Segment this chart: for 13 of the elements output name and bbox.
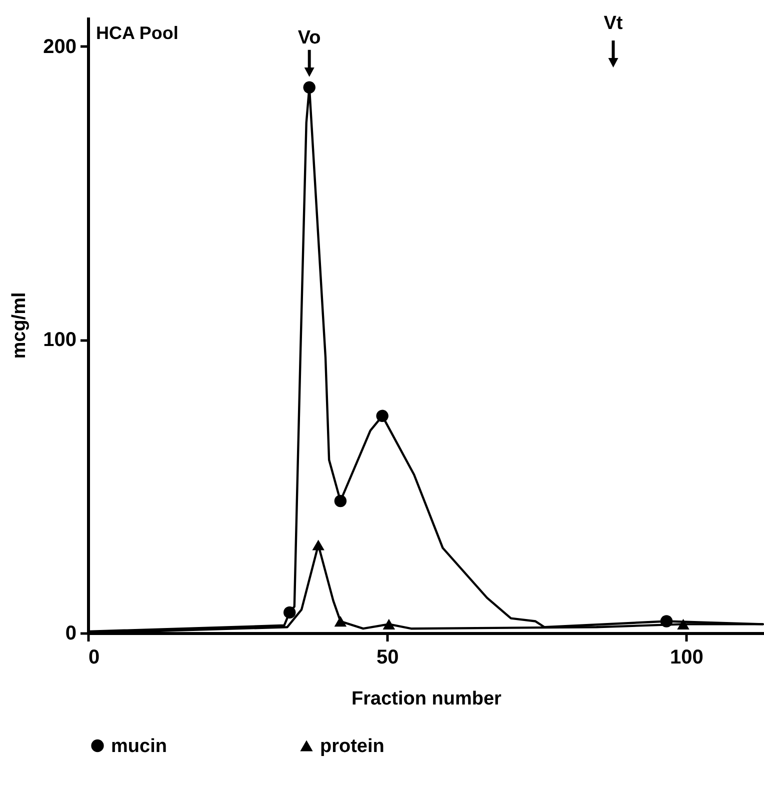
x-tick-label: 0 (88, 646, 100, 668)
x-tick-label: 100 (670, 646, 704, 668)
annotation: Vo (298, 27, 321, 48)
annotation: Vt (604, 13, 624, 34)
annotation: HCA Pool (96, 23, 178, 43)
x-tick-label: 50 (376, 646, 399, 668)
legend-label: protein (320, 736, 384, 757)
y-tick-label: 0 (65, 622, 76, 644)
legend-label: mucin (111, 736, 167, 757)
y-axis-title: mcg/ml (9, 292, 30, 359)
y-tick-label: 100 (43, 329, 76, 352)
y-tick-label: 200 (43, 36, 76, 58)
x-axis-title: Fraction number (352, 688, 502, 710)
